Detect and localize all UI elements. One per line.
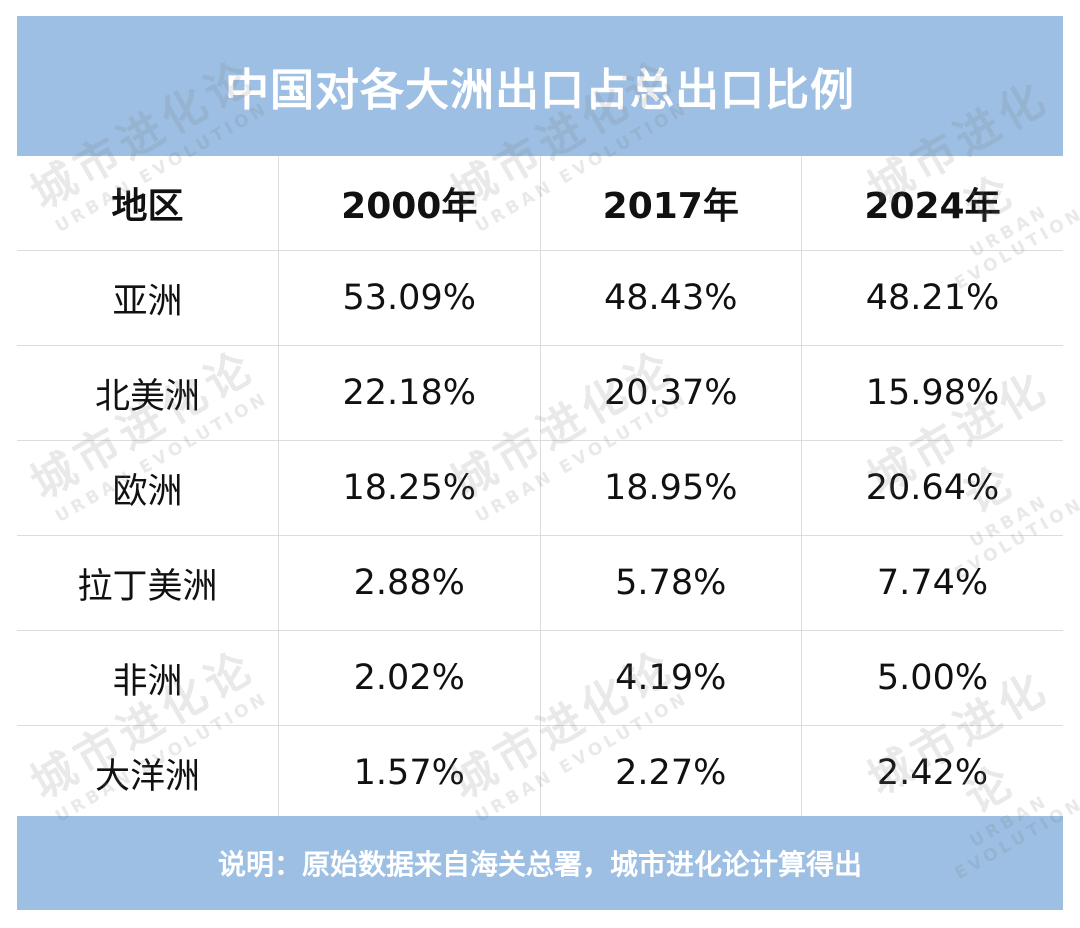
value-cell: 5.00% — [801, 630, 1063, 726]
region-cell: 北美洲 — [17, 345, 279, 441]
value-cell: 2.88% — [278, 535, 541, 631]
header-year-2017: 2017年 — [540, 156, 802, 251]
value-cell: 18.25% — [278, 440, 541, 536]
table-row: 欧洲 18.25% 18.95% 20.64% — [17, 440, 1063, 536]
value-cell: 2.27% — [540, 725, 802, 821]
value-cell: 5.78% — [540, 535, 802, 631]
table-card: 中国对各大洲出口占总出口比例 地区 2000年 2017年 2024年 亚洲 5… — [17, 16, 1080, 910]
region-cell: 拉丁美洲 — [17, 535, 279, 631]
value-cell: 53.09% — [278, 250, 541, 346]
region-cell: 非洲 — [17, 630, 279, 726]
value-cell: 22.18% — [278, 345, 541, 441]
page-title: 中国对各大洲出口占总出口比例 — [225, 65, 855, 116]
value-cell: 48.43% — [540, 250, 802, 346]
value-cell: 18.95% — [540, 440, 802, 536]
header-year-2000: 2000年 — [278, 156, 541, 251]
source-note: 说明：原始数据来自海关总署，城市进化论计算得出 — [217, 848, 862, 881]
header-region: 地区 — [17, 156, 279, 251]
region-cell: 欧洲 — [17, 440, 279, 536]
table-row: 亚洲 53.09% 48.43% 48.21% — [17, 250, 1063, 346]
title-banner: 中国对各大洲出口占总出口比例 — [17, 16, 1063, 156]
table-row: 拉丁美洲 2.88% 5.78% 7.74% — [17, 535, 1063, 631]
value-cell: 20.64% — [801, 440, 1063, 536]
table-row: 非洲 2.02% 4.19% 5.00% — [17, 630, 1063, 726]
value-cell: 2.42% — [801, 725, 1063, 821]
value-cell: 7.74% — [801, 535, 1063, 631]
table-header-row: 地区 2000年 2017年 2024年 — [17, 156, 1063, 251]
value-cell: 4.19% — [540, 630, 802, 726]
value-cell: 2.02% — [278, 630, 541, 726]
value-cell: 15.98% — [801, 345, 1063, 441]
note-banner: 说明：原始数据来自海关总署，城市进化论计算得出 — [17, 816, 1063, 910]
table-row: 北美洲 22.18% 20.37% 15.98% — [17, 345, 1063, 441]
value-cell: 1.57% — [278, 725, 541, 821]
table-row: 大洋洲 1.57% 2.27% 2.42% — [17, 725, 1063, 821]
header-year-2024: 2024年 — [801, 156, 1063, 251]
export-share-table: 地区 2000年 2017年 2024年 亚洲 53.09% 48.43% 48… — [17, 156, 1063, 821]
region-cell: 大洋洲 — [17, 725, 279, 821]
value-cell: 48.21% — [801, 250, 1063, 346]
value-cell: 20.37% — [540, 345, 802, 441]
region-cell: 亚洲 — [17, 250, 279, 346]
